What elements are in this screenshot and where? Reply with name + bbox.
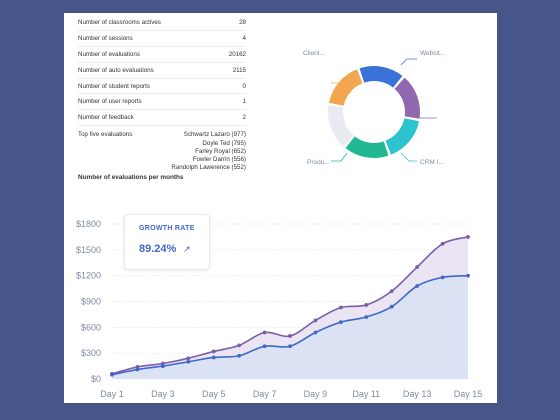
x-tick-label: Day 3 — [151, 389, 175, 399]
stat-value: 20162 — [228, 50, 246, 58]
donut-label-product: Produ... — [307, 159, 330, 166]
data-point[interactable] — [389, 289, 394, 294]
donut-segment-blue[interactable] — [359, 66, 403, 88]
data-point[interactable] — [466, 273, 470, 278]
series-area-1 — [112, 275, 468, 379]
growth-rate-card: GROWTH RATE 89.24% ↗ — [124, 214, 210, 270]
top-five-item: Schwartz Lazaro (977) — [183, 131, 246, 139]
stat-label: Number of classrooms actives — [78, 18, 161, 26]
data-point[interactable] — [364, 315, 369, 319]
data-point[interactable] — [313, 330, 318, 335]
data-point[interactable] — [389, 304, 394, 309]
data-point[interactable] — [288, 334, 292, 338]
y-tick-label: $300 — [81, 348, 101, 358]
stat-value: 1 — [242, 98, 246, 106]
product-leader-line — [331, 152, 348, 162]
top-five-list: Schwartz Lazaro (977) Doyle Ted (795) Fa… — [171, 131, 246, 172]
stat-value: 2 — [242, 114, 246, 122]
data-point[interactable] — [262, 344, 267, 349]
data-point[interactable] — [313, 318, 318, 323]
stat-row: Number of feedback 2 — [78, 110, 246, 127]
data-point[interactable] — [338, 320, 343, 325]
donut-label-client: Client... — [303, 50, 325, 57]
top-five-item: Doyle Ted (795) — [202, 139, 246, 147]
x-tick-label: Day 11 — [352, 389, 380, 399]
stat-value: 28 — [239, 18, 246, 26]
data-point[interactable] — [110, 372, 114, 377]
data-point[interactable] — [186, 356, 191, 361]
data-point[interactable] — [262, 330, 267, 335]
data-point[interactable] — [211, 355, 216, 360]
stat-label: Number of student reports — [78, 82, 150, 90]
chart-title: Number of evaluations per months — [78, 174, 184, 181]
x-tick-label: Day 1 — [100, 389, 124, 399]
data-point[interactable] — [237, 343, 242, 348]
stat-value: 4 — [242, 34, 246, 42]
y-tick-label: $600 — [81, 322, 101, 332]
trending-up-icon: ↗ — [183, 244, 191, 254]
growth-rate-label: GROWTH RATE — [139, 225, 195, 232]
data-point[interactable] — [186, 359, 191, 364]
stat-row: Number of auto evaluations 2115 — [78, 63, 246, 79]
data-point[interactable] — [160, 364, 165, 368]
x-tick-label: Day 13 — [403, 389, 432, 399]
top-five-label: Top five evaluations — [78, 131, 133, 139]
data-point[interactable] — [364, 303, 369, 307]
top-five-item: Farley Royal (652) — [195, 147, 246, 155]
x-tick-label: Day 9 — [304, 389, 328, 399]
stat-value: 2115 — [232, 66, 246, 74]
data-point[interactable] — [211, 349, 216, 354]
x-tick-label: Day 7 — [253, 389, 277, 399]
growth-rate-value: 89.24% — [139, 243, 177, 255]
stat-value: 0 — [242, 82, 246, 90]
top-five-evaluations: Top five evaluations Schwartz Lazaro (97… — [78, 126, 246, 172]
stat-row: Number of sessions 4 — [78, 31, 246, 47]
donut-segment-purple[interactable] — [394, 77, 420, 119]
x-tick-label: Day 5 — [202, 389, 226, 399]
client-leader-line — [331, 82, 352, 94]
stat-label: Number of evaluations — [78, 50, 140, 58]
y-tick-label: $1200 — [76, 271, 101, 281]
stat-label: Number of sessions — [78, 34, 133, 42]
stat-row: Number of evaluations 20162 — [78, 47, 246, 63]
crm-leader-line — [400, 152, 417, 162]
y-tick-label: $900 — [81, 297, 101, 307]
donut-segment-cyan[interactable] — [385, 118, 420, 155]
donut-segment-teal[interactable] — [345, 136, 389, 158]
stat-label: Number of auto evaluations — [78, 66, 154, 74]
stat-row: Number of student reports 0 — [78, 79, 246, 95]
stat-label: Number of feedback — [78, 114, 134, 122]
data-point[interactable] — [237, 353, 242, 358]
stat-label: Number of user reports — [78, 98, 142, 106]
top-five-item: Randolph Lawerence (552) — [171, 164, 246, 172]
donut-label-crm: CRM I... — [420, 159, 444, 166]
data-point[interactable] — [440, 241, 445, 246]
data-point[interactable] — [338, 305, 343, 310]
y-tick-label: $1500 — [76, 245, 101, 255]
donut-chart: Client... Websit... Produ... CRM I... — [303, 50, 445, 166]
dashboard-panel: Number of classrooms actives 28 Number o… — [64, 13, 497, 403]
top-five-item: Fowler Darrin (556) — [192, 156, 246, 164]
evaluations-area-chart: $0 $300 $600 $900 $1200 $1500 $1800 Day 1 Day 3… — [76, 219, 483, 399]
data-point[interactable] — [466, 235, 470, 239]
data-point[interactable] — [288, 344, 292, 349]
donut-label-website: Websit... — [420, 50, 445, 57]
stats-table: Number of classrooms actives 28 Number o… — [78, 15, 246, 173]
donut-segment-light-gray[interactable] — [328, 105, 354, 147]
website-leader-line — [400, 58, 417, 66]
y-tick-label: $0 — [91, 374, 101, 384]
data-point[interactable] — [135, 367, 140, 372]
y-tick-label: $1800 — [76, 219, 101, 229]
data-point[interactable] — [415, 265, 420, 269]
stat-row: Number of user reports 1 — [78, 94, 246, 111]
stat-row: Number of classrooms actives 28 — [78, 15, 246, 31]
data-point[interactable] — [415, 284, 420, 288]
data-point[interactable] — [440, 275, 445, 280]
x-tick-label: Day 15 — [454, 389, 483, 399]
